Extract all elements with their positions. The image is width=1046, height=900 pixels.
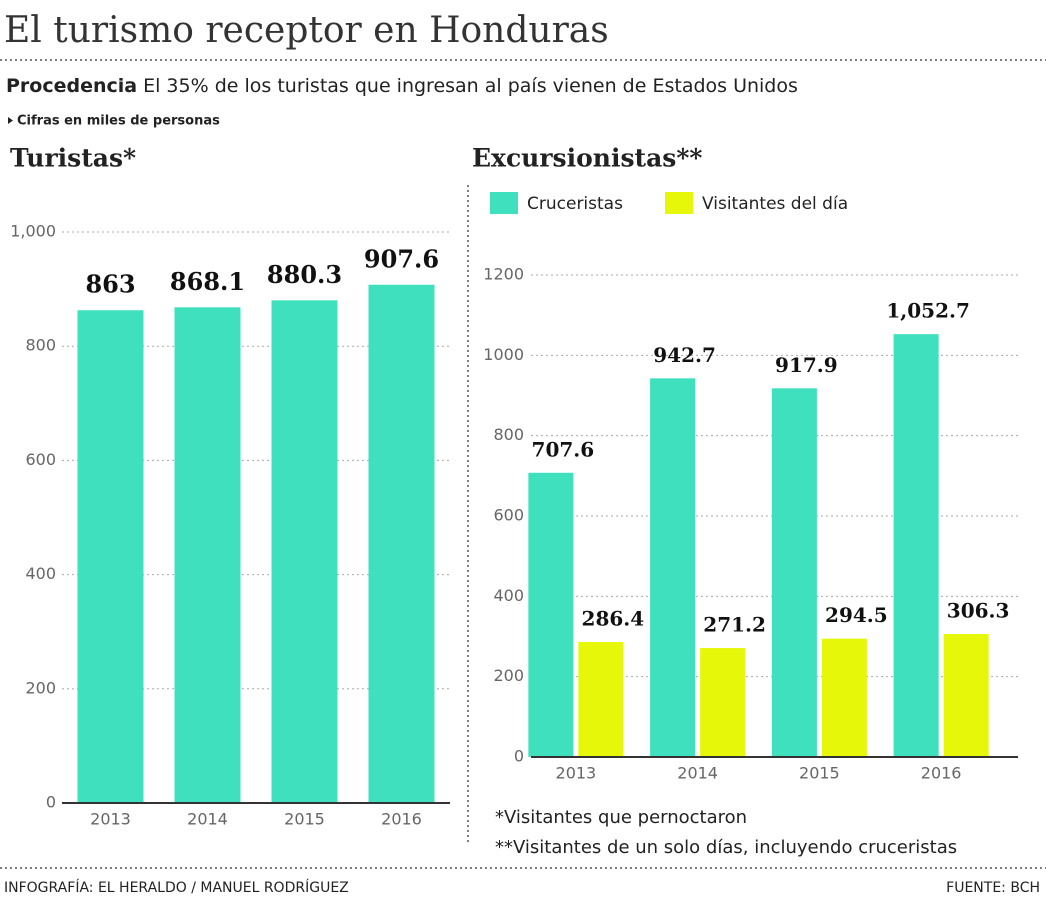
- bar: [271, 300, 338, 803]
- note-marker: [8, 117, 13, 124]
- x-tick-label: 2016: [921, 764, 962, 783]
- y-tick-label: 800: [25, 336, 56, 355]
- value-label: 880.3: [267, 260, 342, 289]
- subtitle: Procedencia El 35% de los turistas que in…: [6, 75, 798, 97]
- subtitle-text: El 35% de los turistas que ingresan al p…: [143, 75, 798, 97]
- credit: INFOGRAFÍA: EL HERALDO / MANUEL RODRÍGUE…: [4, 879, 349, 896]
- value-label: 286.4: [582, 606, 645, 630]
- bar: [821, 638, 867, 757]
- y-tick-label: 800: [493, 425, 524, 444]
- chart-title: Excursionistas**: [472, 144, 703, 173]
- y-tick-label: 1000: [483, 345, 524, 364]
- y-tick-label: 1,000: [10, 222, 56, 241]
- title: El turismo receptor en Honduras: [4, 10, 609, 51]
- y-tick-label: 1200: [483, 265, 524, 284]
- x-tick-label: 2014: [677, 764, 718, 783]
- value-label: 271.2: [703, 613, 766, 637]
- bar: [578, 641, 624, 757]
- value-label: 942.7: [653, 343, 716, 367]
- bar: [893, 334, 939, 757]
- x-tick-label: 2013: [556, 764, 597, 783]
- source: FUENTE: BCH: [946, 880, 1040, 896]
- footnote: **Visitantes de un solo días, incluyendo…: [495, 837, 957, 858]
- value-label: 907.6: [364, 244, 439, 273]
- footnote: *Visitantes que pernoctaron: [495, 807, 747, 828]
- bar: [77, 310, 144, 803]
- legend-label: Cruceristas: [527, 194, 623, 214]
- value-label: 294.5: [825, 603, 888, 627]
- value-label: 917.9: [775, 353, 838, 377]
- x-tick-label: 2015: [799, 764, 840, 783]
- legend-swatch: [490, 192, 518, 214]
- x-tick-label: 2013: [90, 810, 131, 829]
- value-label: 863: [85, 270, 135, 299]
- y-tick-label: 600: [493, 506, 524, 525]
- value-label: 1,052.7: [886, 299, 970, 323]
- y-tick-label: 0: [514, 747, 524, 766]
- bar: [943, 633, 989, 757]
- x-tick-label: 2016: [381, 810, 422, 829]
- value-label: 868.1: [170, 267, 245, 296]
- y-tick-label: 600: [25, 450, 56, 469]
- chart-title: Turistas*: [10, 144, 136, 173]
- value-label: 707.6: [532, 437, 595, 461]
- y-tick-label: 0: [46, 793, 56, 812]
- x-tick-label: 2014: [187, 810, 228, 829]
- y-tick-label: 400: [25, 564, 56, 583]
- legend-label: Visitantes del día: [702, 194, 848, 214]
- value-label: 306.3: [947, 598, 1010, 622]
- bar: [174, 307, 241, 803]
- x-tick-label: 2015: [284, 810, 325, 829]
- y-tick-label: 200: [493, 666, 524, 685]
- bar: [650, 378, 696, 757]
- bar: [528, 472, 574, 757]
- subtitle-lead: Procedencia: [6, 75, 137, 97]
- legend-swatch: [665, 192, 693, 214]
- bar: [368, 284, 435, 804]
- y-tick-label: 400: [493, 586, 524, 605]
- bar: [771, 388, 817, 757]
- y-tick-label: 200: [25, 678, 56, 697]
- note: Cifras en miles de personas: [17, 114, 220, 129]
- bar: [700, 648, 746, 757]
